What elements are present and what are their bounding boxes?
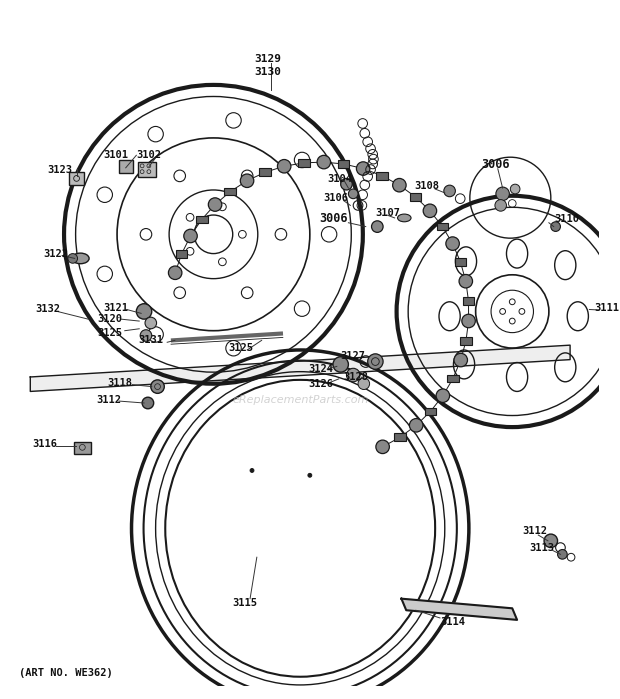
- Circle shape: [241, 174, 254, 187]
- Circle shape: [208, 198, 222, 211]
- Circle shape: [462, 315, 476, 328]
- Circle shape: [250, 468, 254, 473]
- Circle shape: [184, 229, 197, 243]
- Circle shape: [409, 419, 423, 432]
- Text: 3108: 3108: [414, 181, 439, 191]
- Text: 3112: 3112: [96, 395, 121, 405]
- Ellipse shape: [72, 253, 89, 264]
- Bar: [138, 162, 156, 178]
- Text: 3110: 3110: [555, 214, 580, 224]
- Circle shape: [333, 356, 348, 372]
- Circle shape: [68, 254, 78, 264]
- Bar: [463, 297, 474, 305]
- Bar: [376, 172, 388, 180]
- Text: 3006: 3006: [481, 159, 510, 171]
- Text: (ART NO. WE362): (ART NO. WE362): [19, 668, 112, 678]
- Text: 3107: 3107: [375, 208, 401, 218]
- Text: 3112: 3112: [522, 526, 547, 536]
- Bar: [394, 433, 406, 441]
- Text: 3125: 3125: [228, 343, 253, 353]
- Circle shape: [459, 275, 472, 288]
- Circle shape: [140, 330, 152, 341]
- Circle shape: [544, 534, 557, 547]
- Text: 3131: 3131: [138, 336, 163, 345]
- Text: 3122: 3122: [44, 249, 69, 259]
- Circle shape: [356, 161, 370, 175]
- Circle shape: [169, 266, 182, 280]
- Bar: [196, 215, 208, 223]
- Text: 3111: 3111: [594, 303, 619, 312]
- Circle shape: [368, 354, 383, 369]
- Bar: [74, 442, 91, 454]
- Circle shape: [358, 378, 370, 389]
- Text: 3124: 3124: [308, 364, 333, 374]
- Text: 3101: 3101: [104, 150, 128, 160]
- Bar: [69, 172, 84, 185]
- Circle shape: [392, 178, 406, 192]
- Circle shape: [317, 155, 330, 169]
- Circle shape: [136, 303, 152, 319]
- Circle shape: [151, 380, 164, 394]
- Bar: [425, 408, 436, 415]
- Circle shape: [277, 159, 291, 173]
- Circle shape: [423, 204, 436, 217]
- Text: 3121: 3121: [104, 303, 128, 312]
- Circle shape: [557, 549, 567, 559]
- Circle shape: [446, 237, 459, 250]
- Circle shape: [142, 397, 154, 409]
- Text: 3102: 3102: [136, 150, 161, 160]
- Bar: [338, 160, 350, 168]
- Circle shape: [376, 440, 389, 454]
- Bar: [460, 337, 472, 345]
- Text: 3115: 3115: [232, 598, 258, 607]
- Circle shape: [347, 368, 360, 382]
- Circle shape: [436, 389, 449, 403]
- Bar: [259, 168, 271, 176]
- Text: 3120: 3120: [98, 314, 123, 324]
- Text: 3127: 3127: [340, 351, 366, 361]
- Polygon shape: [30, 345, 570, 391]
- Circle shape: [551, 222, 560, 231]
- Text: 3006: 3006: [319, 212, 348, 225]
- Ellipse shape: [397, 214, 411, 222]
- Circle shape: [495, 200, 507, 211]
- Text: 3106: 3106: [324, 193, 348, 203]
- Circle shape: [510, 185, 520, 194]
- Circle shape: [145, 317, 157, 329]
- Bar: [119, 160, 133, 173]
- Bar: [298, 159, 309, 166]
- Polygon shape: [401, 598, 517, 620]
- Circle shape: [371, 221, 383, 232]
- Text: eReplacementParts.com: eReplacementParts.com: [232, 395, 368, 405]
- Text: 3113: 3113: [529, 542, 555, 553]
- Bar: [454, 258, 466, 266]
- Text: 3114: 3114: [440, 617, 465, 627]
- Text: 3104: 3104: [327, 174, 352, 185]
- Circle shape: [308, 473, 312, 477]
- Text: 3125: 3125: [98, 328, 123, 338]
- Text: 3126: 3126: [308, 379, 333, 389]
- Circle shape: [496, 187, 510, 201]
- Bar: [447, 375, 459, 382]
- Text: 3132: 3132: [35, 305, 60, 315]
- Bar: [176, 250, 187, 258]
- Circle shape: [444, 185, 455, 196]
- Circle shape: [454, 353, 467, 367]
- Circle shape: [348, 189, 358, 199]
- Text: 3129: 3129: [254, 54, 281, 64]
- Bar: [224, 188, 236, 196]
- Text: 3118: 3118: [107, 377, 133, 388]
- Text: 3116: 3116: [32, 440, 57, 449]
- Text: 3130: 3130: [254, 67, 281, 78]
- Circle shape: [340, 178, 352, 190]
- Text: 3123: 3123: [48, 165, 73, 175]
- Bar: [436, 222, 448, 230]
- Text: 3128: 3128: [343, 372, 368, 382]
- Bar: [410, 193, 422, 201]
